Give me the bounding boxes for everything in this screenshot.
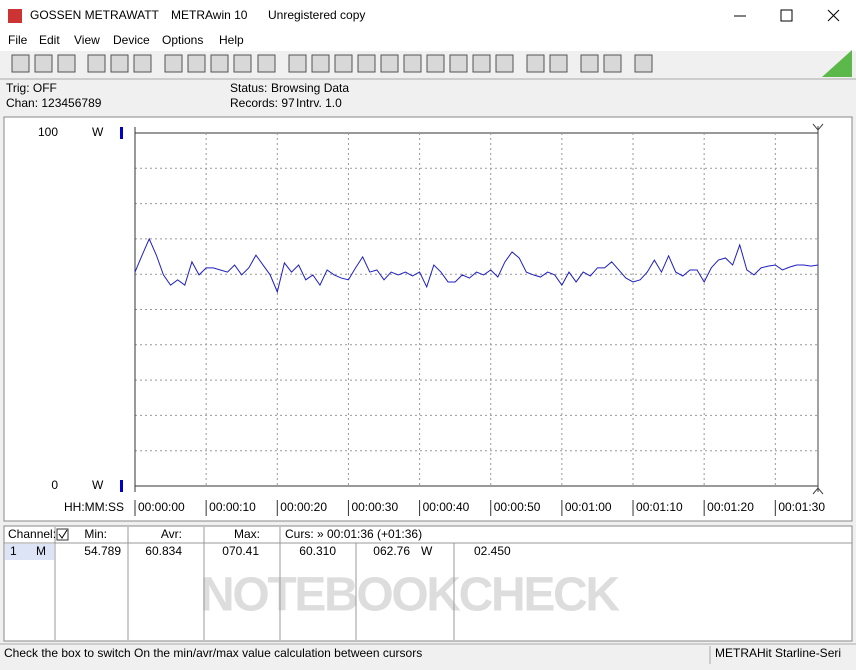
chart: 0 W 100 W 00:00:00 00:00:10 00:00:20 00:00:30 00… [38, 123, 825, 516]
x-tick-label: 00:00:50 [494, 500, 541, 514]
col-header: Avr: [161, 527, 182, 541]
y-unit: W [92, 125, 104, 139]
title-app: GOSSEN METRAWATT [30, 8, 160, 22]
col-header: Channel: [8, 527, 56, 541]
menu-item[interactable]: File [8, 33, 28, 47]
y-tick-marker [120, 480, 123, 492]
signal-indicator [822, 50, 852, 77]
toolbar-button[interactable] [210, 54, 229, 73]
x-tick-label: 00:01:30 [778, 500, 825, 514]
toolbar-button[interactable] [110, 54, 129, 73]
toolbar-button[interactable] [526, 54, 545, 73]
table-columns [54, 527, 455, 640]
toolbar-button[interactable] [233, 54, 252, 73]
x-tick-label: 00:00:10 [209, 500, 256, 514]
x-tick-label: 00:01:00 [565, 500, 612, 514]
toolbar-button[interactable] [603, 54, 622, 73]
toolbar-button[interactable] [426, 54, 445, 73]
col-header: Max: [234, 527, 260, 541]
menu-item[interactable]: Edit [39, 33, 60, 47]
cell: 02.450 [474, 544, 511, 558]
cell: M [36, 544, 46, 558]
x-axis-label: HH:MM:SS [64, 500, 124, 514]
cell: W [421, 544, 433, 558]
toolbar [11, 54, 653, 73]
toolbar-button[interactable] [34, 54, 53, 73]
cell: 062.76 [373, 544, 410, 558]
menu-item[interactable]: Options [162, 33, 203, 47]
toolbar-button[interactable] [403, 54, 422, 73]
y-unit: W [92, 478, 104, 492]
toolbar-button[interactable] [187, 54, 206, 73]
watermark: NOTEBOOKCHECK [200, 569, 620, 622]
interval: Intrv. 1.0 [296, 96, 342, 110]
status-hint: Check the box to switch On the min/avr/m… [4, 646, 422, 660]
toolbar-button[interactable] [133, 54, 152, 73]
close[interactable] [827, 9, 840, 22]
cursor-marker [812, 123, 824, 495]
toolbar-button[interactable] [57, 54, 76, 73]
toolbar-button[interactable] [87, 54, 106, 73]
title-product: METRAwin 10 [171, 8, 248, 22]
toolbar-button[interactable] [449, 54, 468, 73]
chart-panel [3, 116, 853, 522]
cell: 54.789 [84, 544, 121, 558]
x-tick-label: 00:01:20 [707, 500, 754, 514]
cell: 60.310 [299, 544, 336, 558]
status: Browsing Data [271, 81, 349, 95]
toolbar-button[interactable] [495, 54, 514, 73]
x-tick-label: 00:00:30 [351, 500, 398, 514]
maximize[interactable] [780, 9, 793, 22]
x-tick-label: 00:00:00 [138, 500, 185, 514]
toolbar-button[interactable] [472, 54, 491, 73]
menu-item[interactable]: Help [219, 33, 244, 47]
toolbar-button[interactable] [311, 54, 330, 73]
menu-bar [0, 32, 856, 51]
toolbar-button[interactable] [164, 54, 183, 73]
toolbar-button[interactable] [380, 54, 399, 73]
toolbar-button[interactable] [334, 54, 353, 73]
checkbox[interactable] [56, 528, 69, 541]
toolbar-button[interactable] [580, 54, 599, 73]
title-bar [0, 0, 856, 32]
status-label: Status: [230, 81, 267, 95]
check [58, 529, 68, 539]
menu-item[interactable]: View [74, 33, 100, 47]
y-tick-label: 0 [51, 478, 58, 492]
table-panel [3, 525, 853, 642]
toolbar-button[interactable] [257, 54, 276, 73]
records: Records: 97 [230, 96, 295, 110]
y-tick-marker [120, 127, 123, 139]
data-line [134, 237, 819, 294]
y-tick-label: 100 [38, 125, 58, 139]
app-icon [8, 9, 22, 23]
row-highlight [5, 544, 54, 560]
cell: 60.834 [145, 544, 182, 558]
col-header: Min: [84, 527, 107, 541]
title-license: Unregistered copy [268, 8, 365, 22]
toolbar-button[interactable] [634, 54, 653, 73]
x-tick-label: 00:00:40 [423, 500, 470, 514]
status-device: METRAHit Starline-Seri [715, 646, 841, 660]
menu-item[interactable]: Device [113, 33, 150, 47]
toolbar-button[interactable] [11, 54, 30, 73]
toolbar-button[interactable] [549, 54, 568, 73]
toolbar-button[interactable] [288, 54, 307, 73]
col-header: Curs: » 00:01:36 (+01:36) [285, 527, 422, 541]
x-tick-label: 00:01:10 [636, 500, 683, 514]
cell: 1 [10, 544, 17, 558]
x-tick-label: 00:00:20 [280, 500, 327, 514]
toolbar-button[interactable] [357, 54, 376, 73]
trig: Trig: OFF [6, 81, 57, 95]
chan: Chan: 123456789 [6, 96, 102, 110]
cell: 070.41 [222, 544, 259, 558]
